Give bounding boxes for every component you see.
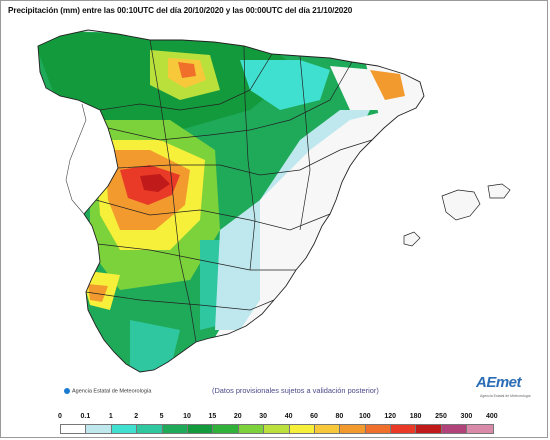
legend-swatch	[238, 425, 265, 433]
legend-swatch	[264, 425, 290, 433]
legend-tick-label: 0	[58, 413, 62, 420]
legend-tick-label: 0.1	[80, 413, 91, 420]
legend-swatch	[289, 425, 315, 433]
legend-swatch	[213, 425, 239, 433]
legend-swatch	[314, 425, 341, 433]
legend-swatch	[340, 425, 366, 433]
legend-tick-label: 180	[409, 413, 422, 420]
disclaimer: (Datos provisionales sujetos a validació…	[212, 386, 379, 395]
color-legend	[60, 424, 494, 434]
legend-tick-label: 30	[259, 413, 268, 420]
globe-icon	[64, 388, 70, 394]
legend-swatch	[467, 425, 493, 433]
legend-swatch	[137, 425, 163, 433]
legend-tick-label: 80	[335, 413, 344, 420]
legend-tick-label: 40	[284, 413, 293, 420]
legend-tick-label: 5	[159, 413, 164, 420]
legend-tick-label: 10	[183, 413, 191, 420]
agency-credit: Agencia Estatal de Meteorología	[64, 388, 152, 394]
legend-swatch	[441, 425, 468, 433]
legend-tick-label: 300	[460, 413, 473, 420]
legend-tick-label: 20	[233, 413, 242, 420]
map-title: Precipitación (mm) entre las 00:10UTC de…	[8, 6, 353, 15]
legend-swatch	[365, 425, 392, 433]
aemet-logo: AEmet Agencia Estatal de Meteorología	[476, 374, 531, 398]
legend-ticks: 0 0.1 1 2 5 10 15 20 30 40 60 80 100 120 180 250 300 400	[58, 413, 542, 423]
legend-swatch	[391, 425, 417, 433]
balearic-islands	[403, 183, 511, 247]
legend-tick-label: 250	[435, 413, 447, 420]
legend-tick-label: 1	[108, 413, 113, 420]
region-borders	[37, 29, 425, 373]
legend-swatch	[187, 425, 214, 433]
portugal-border	[65, 103, 87, 215]
legend-tick-label: 60	[310, 413, 318, 420]
legend-tick-label: 100	[358, 413, 371, 420]
legend-tick-label: 15	[208, 413, 217, 420]
legend-swatch	[61, 425, 87, 433]
legend-swatch	[111, 425, 138, 433]
legend-tick-label: 400	[485, 413, 498, 420]
legend-tick-label: 2	[134, 413, 139, 420]
legend-swatch	[162, 425, 188, 433]
legend-swatch	[86, 425, 112, 433]
legend-tick-label: 120	[384, 413, 397, 420]
legend-swatch	[416, 425, 442, 433]
